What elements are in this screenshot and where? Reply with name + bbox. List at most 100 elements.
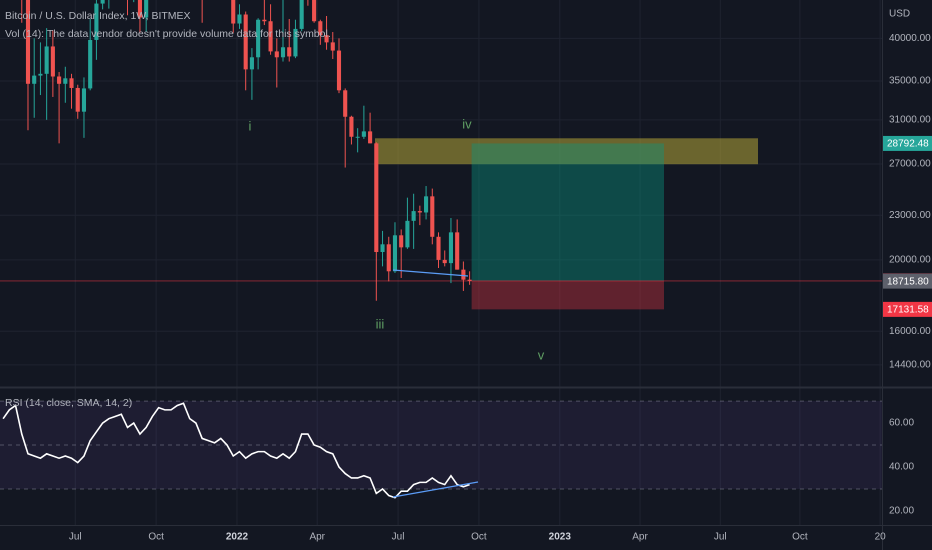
x-tick-label: 2023 [549,532,572,543]
y-tick-label: 14400.00 [889,360,931,371]
price-tag [883,301,932,317]
candle-body [75,87,80,112]
wave-label: v [538,347,545,362]
candle-body [349,116,354,137]
candle-body [374,143,379,253]
candle-body [100,0,105,4]
candle-body [94,3,99,40]
candle-body [343,90,348,117]
rsi-title: RSI (14, close, SMA, 14, 2) [5,397,132,409]
candle-body [274,51,279,58]
target-zone [375,138,758,165]
y-tick-label: 20000.00 [889,255,931,266]
candle-body [249,57,254,70]
price-tag-label: 28792.48 [887,139,929,150]
y-tick-label: 20.00 [889,506,914,517]
candle-body [361,131,366,137]
candle-body [386,244,391,272]
candle-body [293,28,298,57]
candle-body [380,244,385,253]
candle-body [392,235,398,272]
x-tick-label: Jul [392,532,405,543]
candle-body [256,19,261,58]
candle-body [88,39,93,89]
candle-body [336,50,342,91]
candles [21,0,472,301]
trend-line [392,269,469,277]
candle-body [144,0,149,18]
candle-body [57,76,62,84]
candle-body [417,211,422,213]
candle-body [448,232,454,264]
candle-body [455,232,460,270]
profit-zone [471,143,664,281]
candle-body [268,21,273,52]
candle-body [137,0,143,18]
x-tick-label: 20 [875,532,887,543]
x-tick-label: 2022 [226,532,249,543]
x-tick-label: Apr [632,532,648,543]
wave-label: iii [376,316,385,331]
candle-body [280,47,286,58]
wave-label: iv [462,116,472,131]
candle-body [299,0,304,29]
x-tick-label: Oct [792,532,808,543]
candle-body [44,46,49,74]
candle-body [38,73,43,76]
price-tag-label: 18715.80 [887,276,929,287]
y-tick-label: 31000.00 [889,114,931,125]
candle-body [324,35,329,43]
candle-body [63,78,68,84]
candle-body [237,14,242,24]
y-tick-label: 60.00 [889,418,914,429]
candle-body [25,0,31,84]
rsi-line [2,402,470,499]
candle-body [287,47,292,57]
candle-body [318,21,323,36]
candle-body [442,259,447,264]
candle-body [50,46,55,77]
candle-body [243,14,248,70]
candle-body [231,0,236,24]
currency-label: USD [889,9,910,20]
candle-body [405,220,410,248]
stop-zone [471,280,664,310]
rsi-trend-line [392,481,479,498]
candle-body [262,19,267,22]
candle-body [355,136,360,138]
y-tick-label: 27000.00 [889,159,931,170]
price-tag [883,273,932,289]
candle-body [467,279,472,281]
price-tag-label: 17131.58 [887,305,929,316]
rsi-pane [2,402,470,499]
y-tick-label: 16000.00 [889,326,931,337]
x-tick-label: Jul [714,532,727,543]
rsi-band-fill [0,401,882,489]
x-tick-label: Oct [471,532,487,543]
candle-body [69,78,74,88]
y-tick-label: 40000.00 [889,33,931,44]
x-tick-label: Oct [148,532,164,543]
candle-body [330,42,335,51]
y-tick-label: 23000.00 [889,210,931,221]
candle-body [368,131,373,144]
y-tick-label: 40.00 [889,462,914,473]
candle-body [461,269,466,280]
price-tag [883,135,932,151]
candle-body [81,88,87,112]
volume-note: Vol (14): The data vendor doesn't provid… [5,28,331,40]
wave-label: i [249,118,252,133]
y-tick-label: 35000.00 [889,76,931,87]
candle-body [430,196,435,237]
candle-body [436,236,441,260]
candle-body [32,75,37,84]
x-tick-label: Jul [69,532,82,543]
candle-body [312,0,317,22]
position-tool [0,138,882,310]
grid [0,0,882,525]
chart-title: Bitcoin / U.S. Dollar Index, 1W, BITMEX [5,10,191,22]
candle-body [424,196,429,213]
